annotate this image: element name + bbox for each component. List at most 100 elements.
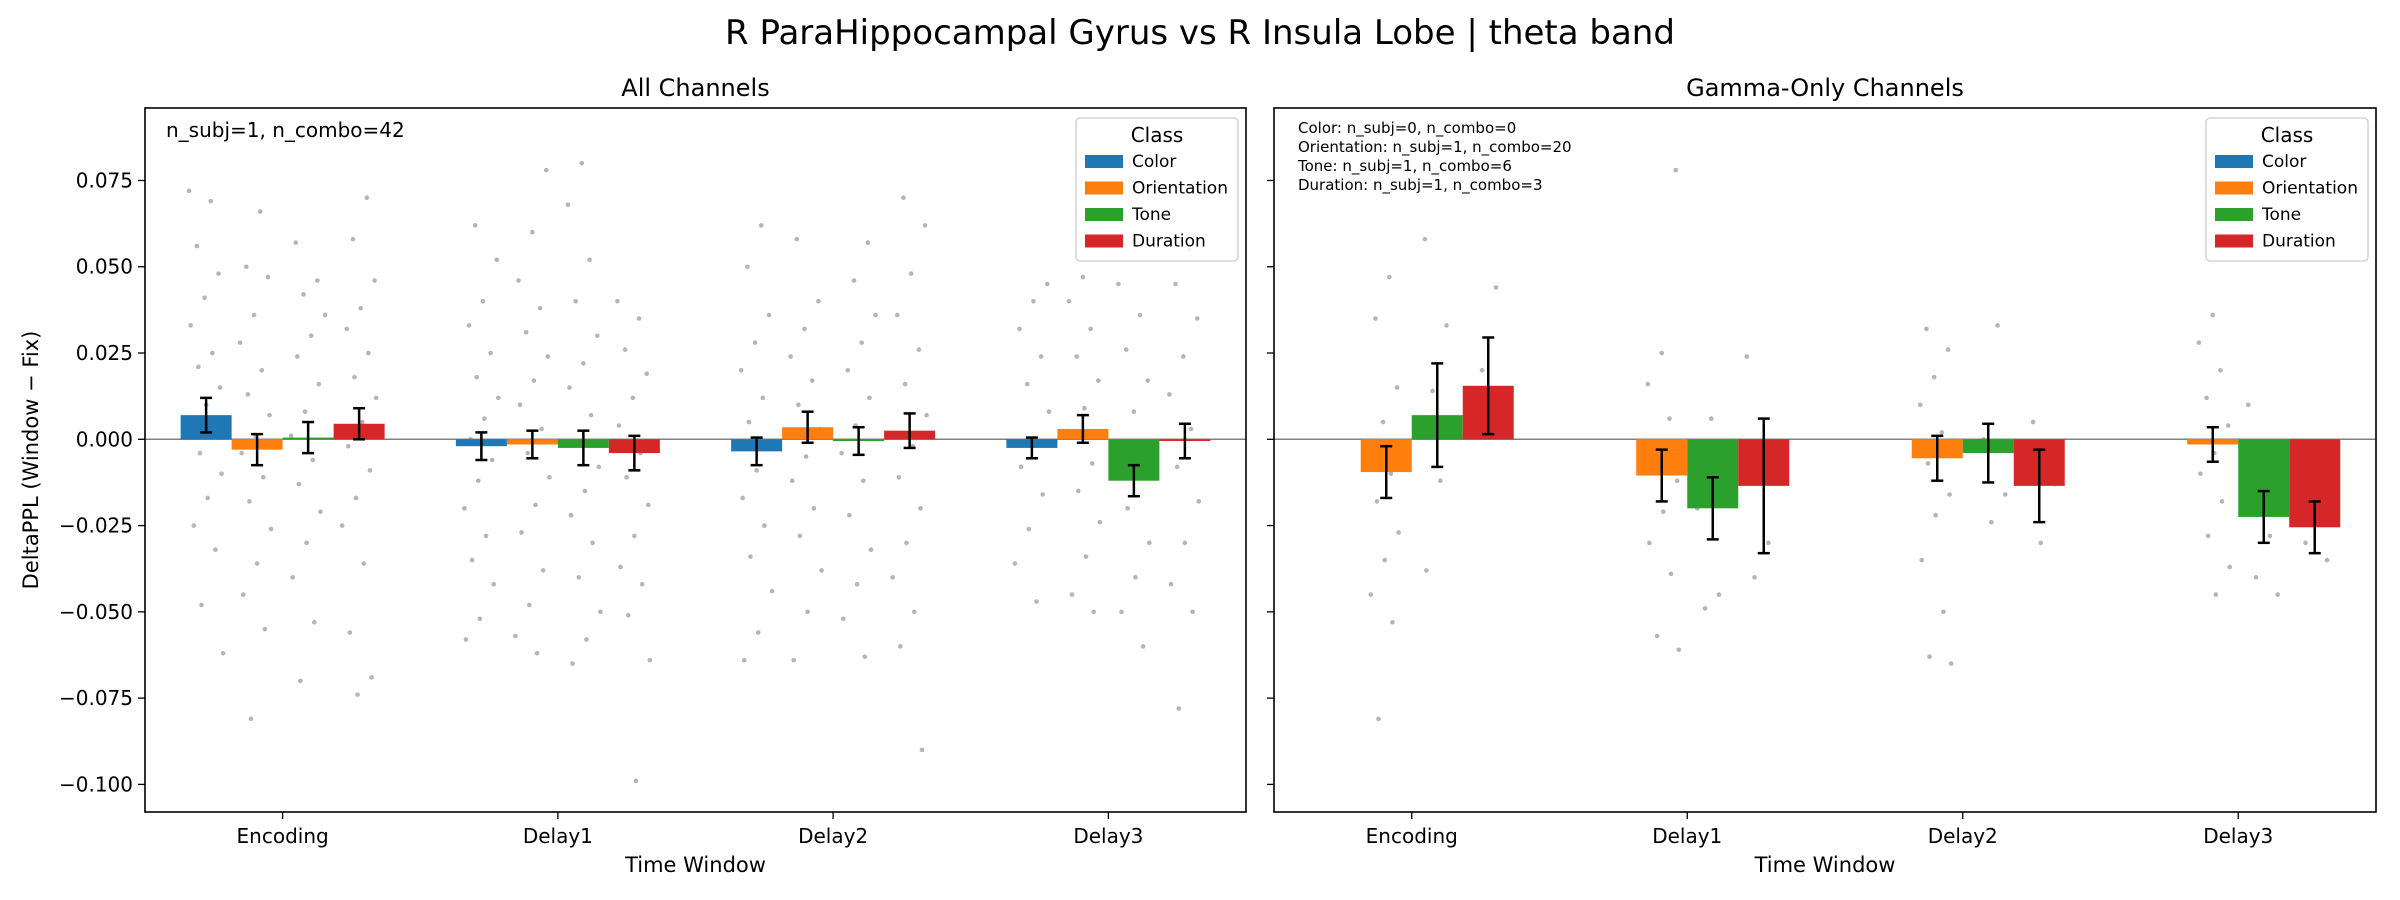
- data-point: [1647, 540, 1652, 546]
- data-point: [210, 350, 215, 356]
- data-point: [1931, 374, 1937, 380]
- data-point: [1012, 561, 1018, 566]
- data-point: [819, 568, 824, 573]
- data-point: [1173, 281, 1178, 287]
- y-tick-label: 0.050: [76, 255, 133, 279]
- y-tick-label: 0.075: [76, 168, 133, 192]
- data-point: [873, 312, 878, 318]
- data-point: [2205, 533, 2211, 539]
- data-point: [567, 385, 572, 390]
- legend-entry-orientation: Orientation: [2262, 179, 2358, 199]
- data-point: [302, 409, 308, 414]
- data-point: [2196, 340, 2202, 345]
- data-point: [1097, 519, 1103, 525]
- data-point: [254, 561, 260, 566]
- data-point: [1659, 350, 1665, 356]
- panel-title: All Channels: [621, 74, 769, 102]
- legend: Class Color Orientation Tone Duration: [2205, 117, 2369, 262]
- legend-swatch-color: [2215, 155, 2253, 168]
- data-point: [219, 471, 224, 477]
- data-point: [547, 474, 552, 480]
- data-point: [199, 602, 204, 608]
- data-point: [472, 223, 478, 228]
- data-point: [2038, 540, 2044, 546]
- y-axis-label: DeltaPPL (Window − Fix): [19, 331, 43, 590]
- data-point: [633, 778, 639, 784]
- data-point: [1917, 402, 1923, 408]
- data-point: [474, 374, 480, 380]
- data-point: [916, 347, 922, 352]
- data-point: [1046, 409, 1052, 414]
- legend-entry-color: Color: [2262, 152, 2306, 172]
- data-point: [565, 202, 571, 207]
- data-point: [644, 371, 650, 377]
- data-point: [2267, 533, 2273, 539]
- data-point: [1947, 492, 1952, 497]
- data-point: [194, 243, 200, 249]
- data-point: [911, 609, 917, 615]
- data-point: [2225, 423, 2231, 428]
- data-point: [347, 630, 353, 635]
- data-point: [746, 419, 752, 425]
- x-axis-label: Time Window: [624, 853, 766, 877]
- x-tick-label: Delay2: [798, 824, 868, 848]
- data-point: [741, 657, 747, 663]
- data-point: [582, 488, 588, 494]
- data-point: [902, 381, 908, 387]
- data-point: [530, 229, 535, 235]
- data-point: [1424, 568, 1429, 573]
- panel-title: Gamma-Only Channels: [1686, 74, 1964, 102]
- data-point: [480, 298, 486, 304]
- data-point: [237, 340, 243, 345]
- data-point: [296, 481, 302, 487]
- legend-entry-tone: Tone: [2261, 205, 2301, 225]
- y-tick-label: −0.075: [59, 686, 133, 710]
- data-point: [537, 305, 543, 311]
- data-point: [904, 540, 909, 546]
- data-point: [809, 378, 815, 383]
- data-point: [1137, 312, 1143, 318]
- data-point: [1116, 281, 1121, 287]
- data-point: [244, 264, 249, 270]
- annotation-text: Duration: n_subj=1, n_combo=3: [1298, 176, 1543, 195]
- data-point: [796, 402, 801, 408]
- data-point: [251, 312, 257, 318]
- data-point: [1995, 323, 2000, 328]
- data-point: [748, 554, 753, 559]
- data-point: [483, 533, 489, 539]
- data-point: [752, 340, 758, 345]
- data-point: [766, 312, 772, 318]
- data-point: [1989, 519, 1994, 525]
- data-point: [352, 374, 357, 380]
- data-point: [579, 160, 585, 166]
- data-point: [1945, 347, 1951, 352]
- data-point: [636, 316, 642, 321]
- data-point: [245, 392, 251, 397]
- data-point: [523, 330, 529, 335]
- y-tick-label: 0.000: [76, 427, 133, 451]
- data-point: [590, 540, 595, 546]
- data-point: [1925, 461, 1931, 466]
- data-point: [310, 457, 316, 463]
- data-point: [1074, 354, 1079, 359]
- data-point: [350, 236, 356, 242]
- data-point: [573, 298, 578, 304]
- data-point: [202, 295, 207, 301]
- data-point: [847, 512, 852, 518]
- data-point: [248, 716, 254, 722]
- data-point: [239, 450, 244, 456]
- data-point: [1088, 326, 1093, 332]
- data-point: [738, 367, 744, 373]
- data-point: [615, 298, 620, 304]
- data-point: [1194, 316, 1200, 321]
- legend-entry-color: Color: [1132, 152, 1176, 172]
- data-point: [526, 602, 532, 608]
- x-tick-label: Delay3: [1073, 824, 1143, 848]
- data-point: [196, 364, 201, 370]
- data-point: [570, 661, 575, 666]
- data-point: [625, 612, 631, 618]
- data-point: [1096, 378, 1101, 383]
- data-point: [588, 412, 594, 418]
- data-point: [1373, 316, 1378, 321]
- data-point: [353, 495, 359, 501]
